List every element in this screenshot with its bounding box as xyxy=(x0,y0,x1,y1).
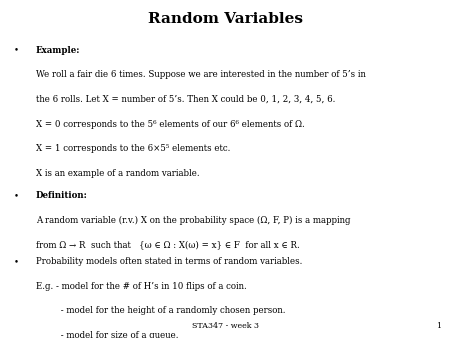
Text: •: • xyxy=(14,257,18,266)
Text: X is an example of a random variable.: X is an example of a random variable. xyxy=(36,169,200,178)
Text: Definition:: Definition: xyxy=(36,191,88,200)
Text: We roll a fair die 6 times. Suppose we are interested in the number of 5’s in: We roll a fair die 6 times. Suppose we a… xyxy=(36,70,366,79)
Text: - model for size of a queue.: - model for size of a queue. xyxy=(36,331,179,338)
Text: Random Variables: Random Variables xyxy=(148,12,302,26)
Text: X = 0 corresponds to the 5⁶ elements of our 6⁶ elements of Ω.: X = 0 corresponds to the 5⁶ elements of … xyxy=(36,120,305,129)
Text: E.g. - model for the # of H’s in 10 flips of a coin.: E.g. - model for the # of H’s in 10 flip… xyxy=(36,282,247,291)
Text: STA347 - week 3: STA347 - week 3 xyxy=(192,321,258,330)
Text: Probability models often stated in terms of random variables.: Probability models often stated in terms… xyxy=(36,257,302,266)
Text: - model for the height of a randomly chosen person.: - model for the height of a randomly cho… xyxy=(36,306,285,315)
Text: Example:: Example: xyxy=(36,46,81,55)
Text: X = 1 corresponds to the 6×5⁵ elements etc.: X = 1 corresponds to the 6×5⁵ elements e… xyxy=(36,144,230,153)
Text: •: • xyxy=(14,191,18,200)
Text: the 6 rolls. Let X = number of 5’s. Then X could be 0, 1, 2, 3, 4, 5, 6.: the 6 rolls. Let X = number of 5’s. Then… xyxy=(36,95,335,104)
Text: 1: 1 xyxy=(436,321,441,330)
Text: A random variable (r.v.) X on the probability space (Ω, F, P) is a mapping: A random variable (r.v.) X on the probab… xyxy=(36,216,351,225)
Text: •: • xyxy=(14,46,18,55)
Text: from Ω → R  such that   {ω ∈ Ω : X(ω) = x} ∈ F  for all x ∈ R.: from Ω → R such that {ω ∈ Ω : X(ω) = x} … xyxy=(36,240,300,249)
